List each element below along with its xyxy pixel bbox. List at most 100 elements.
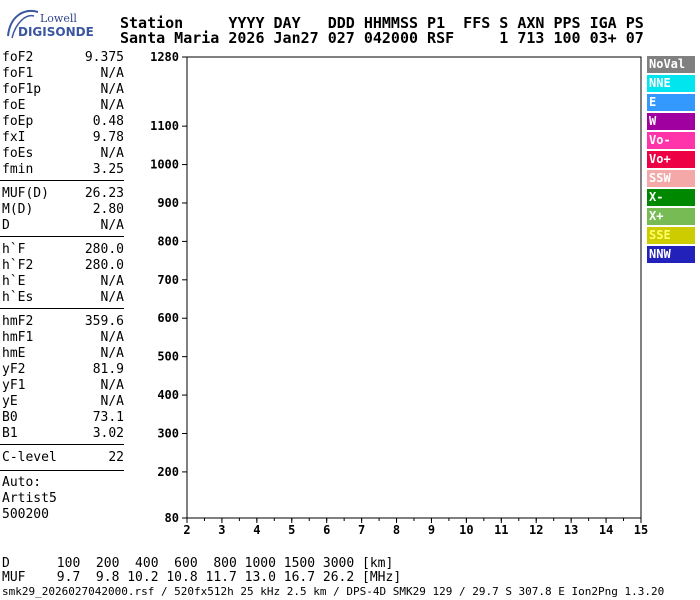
param-name: hmF1: [2, 330, 34, 345]
x-tick-label: 5: [288, 523, 295, 537]
logo-text-digisonde: DIGISONDE: [18, 25, 94, 39]
legend-item: NNE: [647, 75, 695, 92]
x-tick-label: 12: [529, 523, 543, 537]
param-row: yF2 81.9: [2, 362, 124, 378]
plot-axes: 2 3 4 5 6 7 8 9 10 11 12 13 14 15 80 200 300 400 500 600 700…: [150, 50, 648, 537]
param-value: N/A: [100, 218, 124, 233]
y-tick-label: 80: [165, 511, 179, 525]
param-row: MUF(D) 26.23: [2, 186, 124, 202]
y-tick-label: 300: [157, 426, 179, 440]
param-name: MUF(D): [2, 186, 49, 201]
y-tick-label: 900: [157, 196, 179, 210]
param-value: 22: [108, 450, 124, 465]
x-tick-label: 8: [393, 523, 400, 537]
param-value: 280.0: [84, 258, 124, 273]
auto-artist-name: Artist5: [2, 491, 57, 506]
y-tick-label: 500: [157, 350, 179, 364]
param-row: yF1 N/A: [2, 378, 124, 394]
legend-item: NNW: [647, 246, 695, 263]
param-name: B0: [2, 410, 18, 425]
param-value: 81.9: [92, 362, 124, 377]
y-tick-label: 700: [157, 273, 179, 287]
y-tick-label: 800: [157, 234, 179, 248]
param-row: foF1 N/A: [2, 66, 124, 82]
param-row: foF2 9.375: [2, 50, 124, 66]
x-tick-label: 15: [634, 523, 648, 537]
param-value: 280.0: [84, 242, 124, 257]
legend-item: Vo+: [647, 151, 695, 168]
header-field-values: Santa Maria 2026 Jan27 027 042000 RSF 1 …: [120, 29, 644, 47]
legend-item: NoVal: [647, 56, 695, 73]
param-value: N/A: [100, 378, 124, 393]
param-value: N/A: [100, 66, 124, 81]
param-value: 0.48: [92, 114, 124, 129]
param-name: h`F: [2, 242, 26, 257]
panel-divider: [0, 180, 124, 181]
param-row: yE N/A: [2, 394, 124, 410]
param-value: 9.375: [84, 50, 124, 65]
x-tick-label: 10: [459, 523, 473, 537]
x-tick-label: 3: [218, 523, 225, 537]
ionogram-plot: 2 3 4 5 6 7 8 9 10 11 12 13 14 15 80 200 300 400 500 600 700…: [150, 50, 648, 537]
param-name: M(D): [2, 202, 34, 217]
param-row: hmF2 359.6: [2, 314, 124, 330]
param-value: N/A: [100, 82, 124, 97]
logo-swoosh-icon: [7, 10, 39, 39]
y-tick-label: 400: [157, 388, 179, 402]
param-name: foF2: [2, 50, 34, 65]
param-value: 73.1: [92, 410, 124, 425]
param-row: h`Es N/A: [2, 290, 124, 306]
legend-item: Vo-: [647, 132, 695, 149]
muf-row: MUF 9.7 9.8 10.2 10.8 11.7 13.0 16.7 26.…: [2, 570, 402, 585]
panel-divider: [0, 236, 124, 237]
param-name: fmin: [2, 162, 34, 177]
y-tick-label: 600: [157, 311, 179, 325]
x-tick-label: 14: [599, 523, 613, 537]
param-name: h`E: [2, 274, 26, 289]
param-row: hmE N/A: [2, 346, 124, 362]
legend-item: E: [647, 94, 695, 111]
param-name: h`Es: [2, 290, 34, 305]
param-row: foEs N/A: [2, 146, 124, 162]
param-value: N/A: [100, 146, 124, 161]
param-name: foE: [2, 98, 26, 113]
param-row: foF1p N/A: [2, 82, 124, 98]
param-row: h`E N/A: [2, 274, 124, 290]
param-row: h`F 280.0: [2, 242, 124, 258]
panel-divider: [0, 308, 124, 309]
x-tick-label: 13: [564, 523, 578, 537]
param-row: B1 3.02: [2, 426, 124, 442]
param-name: foEs: [2, 146, 34, 161]
distance-row: D 100 200 400 600 800 1000 1500 3000 [km…: [2, 556, 394, 571]
param-value: 26.23: [84, 186, 124, 201]
param-value: 3.25: [92, 162, 124, 177]
x-tick-label: 11: [494, 523, 508, 537]
param-row: foEp 0.48: [2, 114, 124, 130]
param-value: 3.02: [92, 426, 124, 441]
param-value: N/A: [100, 290, 124, 305]
param-name: D: [2, 218, 10, 233]
param-value: 359.6: [84, 314, 124, 329]
y-tick-label: 1100: [150, 119, 179, 133]
param-name: fxI: [2, 130, 26, 145]
x-tick-label: 9: [428, 523, 435, 537]
param-name: foF1: [2, 66, 34, 81]
param-row: hmF1 N/A: [2, 330, 124, 346]
param-value: N/A: [100, 274, 124, 289]
param-value: N/A: [100, 98, 124, 113]
param-name: C-level: [2, 450, 57, 465]
param-name: hmF2: [2, 314, 34, 329]
param-value: N/A: [100, 330, 124, 345]
param-name: yE: [2, 394, 18, 409]
param-value: 9.78: [92, 130, 124, 145]
param-row: fmin 3.25: [2, 162, 124, 178]
param-row: M(D) 2.80: [2, 202, 124, 218]
param-row: h`F2 280.0: [2, 258, 124, 274]
x-tick-label: 2: [183, 523, 190, 537]
param-name: hmE: [2, 346, 26, 361]
y-tick-label: 1000: [150, 158, 179, 172]
param-value: N/A: [100, 394, 124, 409]
legend-item: X-: [647, 189, 695, 206]
param-value: N/A: [100, 346, 124, 361]
panel-divider: [0, 470, 124, 471]
